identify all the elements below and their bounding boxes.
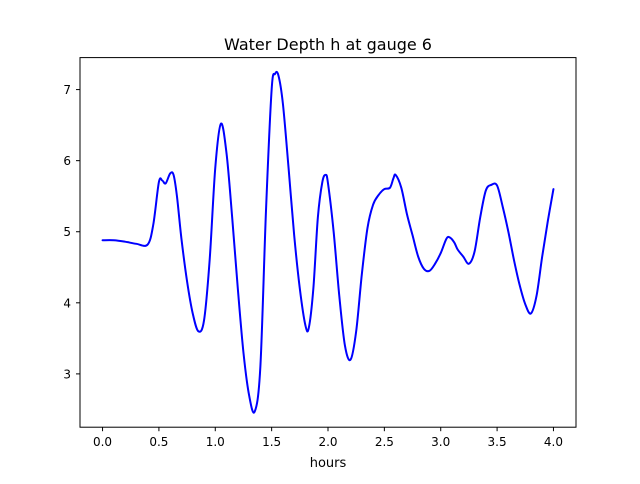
x-tick-label: 4.0	[544, 435, 563, 449]
x-tick-label: 2.0	[318, 435, 337, 449]
x-axis-label: hours	[310, 456, 347, 471]
x-tick-label: 3.0	[431, 435, 450, 449]
x-tick-label: 1.5	[262, 435, 281, 449]
y-tick-label: 7	[63, 83, 71, 97]
x-axis-ticks: 0.0 0.5 1.0 1.5 2.0 2.5 3.0 3.5 4.0	[93, 427, 563, 449]
x-tick-label: 1.0	[206, 435, 225, 449]
axes-frame	[79, 57, 577, 428]
y-tick-label: 6	[63, 154, 71, 168]
x-tick-label: 0.0	[93, 435, 112, 449]
chart-title: Water Depth h at gauge 6	[224, 35, 432, 54]
x-tick-label: 2.5	[375, 435, 394, 449]
x-tick-label: 0.5	[149, 435, 168, 449]
y-tick-label: 5	[63, 225, 71, 239]
y-tick-label: 3	[63, 367, 71, 381]
plot-area	[101, 70, 555, 414]
y-axis-ticks: 3 4 5 6 7	[63, 83, 80, 381]
series-line	[101, 70, 555, 414]
x-tick-label: 3.5	[488, 435, 507, 449]
y-tick-label: 4	[63, 296, 71, 310]
